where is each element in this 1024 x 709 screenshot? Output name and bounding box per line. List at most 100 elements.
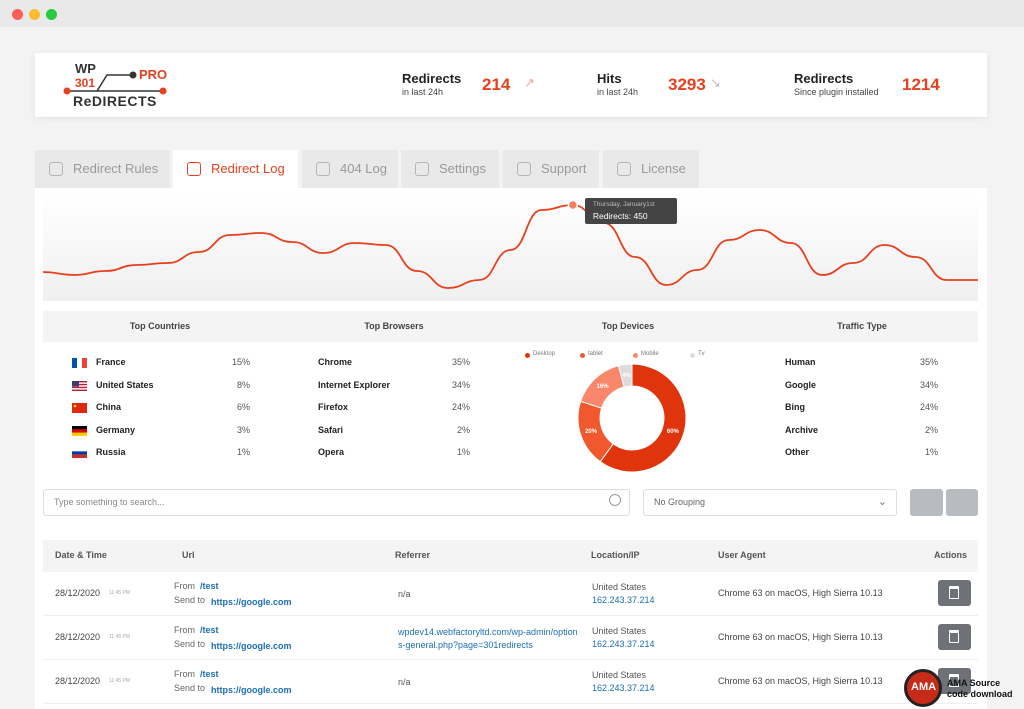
tab[interactable]: Redirect Rules: [35, 150, 170, 188]
close-dot[interactable]: [12, 9, 23, 20]
minimize-dot[interactable]: [29, 9, 40, 20]
stat-sub: in last 24h: [597, 87, 639, 97]
delete-button[interactable]: [938, 668, 971, 694]
stat-label: Redirects: [794, 71, 854, 86]
stats-header: [43, 311, 978, 342]
column-header: Location/IP: [591, 550, 640, 560]
flag-stripe: [72, 428, 87, 433]
location: United States: [592, 626, 647, 636]
flag: [72, 448, 87, 458]
stat-pct: 24%: [919, 402, 938, 412]
from-label: From: [174, 669, 195, 679]
column-header: User Agent: [718, 550, 766, 560]
to-link[interactable]: https://google.com: [211, 597, 292, 607]
stat-pct: 8%: [236, 379, 250, 390]
logo-dot: [159, 87, 167, 95]
to-label: Send to: [174, 595, 206, 605]
chart-button[interactable]: [910, 489, 943, 516]
ip[interactable]: 162.243.37.214: [592, 683, 655, 693]
watermark-logo-text: AMA: [911, 681, 937, 693]
flag-canton: [72, 380, 79, 386]
row-separator: [43, 615, 978, 616]
tab[interactable]: License: [603, 150, 699, 188]
stat-pct: 1%: [924, 447, 938, 457]
search-input[interactable]: Type something to search...: [43, 489, 630, 516]
flag-stripe: [72, 358, 77, 368]
stat-pct: 6%: [236, 402, 250, 412]
tab[interactable]: Redirect Log: [173, 150, 298, 188]
to-link[interactable]: https://google.com: [211, 685, 292, 695]
delete-button[interactable]: [938, 580, 971, 606]
slice-label: 60%: [667, 429, 680, 435]
column-header: Referrer: [395, 550, 431, 560]
stat-pct: 24%: [451, 402, 470, 412]
pie-button[interactable]: [946, 489, 978, 516]
tab[interactable]: Support: [503, 150, 599, 188]
stat-name: Internet Explorer: [318, 379, 391, 390]
stat-name: United States: [96, 379, 154, 390]
ip[interactable]: 162.243.37.214: [592, 595, 655, 605]
row-separator: [43, 659, 978, 660]
chevron: ⌄: [877, 496, 887, 508]
from-label: From: [174, 625, 195, 635]
flag: [72, 358, 87, 368]
flag-stripe: [72, 403, 77, 413]
to-label: Send to: [174, 639, 206, 649]
referrer[interactable]: wpdev14.webfactoryltd.com/wp-admin/optio…: [398, 627, 578, 650]
logo-301: 301: [75, 76, 96, 90]
stat-value: 3293: [668, 75, 706, 94]
panel-title: Traffic Type: [837, 321, 887, 331]
stat-name: Firefox: [318, 402, 349, 412]
referrer: n/a: [398, 589, 411, 599]
flag-stripe: [82, 358, 87, 368]
column-header: Url: [182, 550, 195, 560]
from-link[interactable]: /test: [200, 669, 219, 679]
stat-name: Archive: [785, 424, 819, 435]
flag: [72, 425, 87, 436]
time: 11:45 PM: [109, 678, 131, 684]
trash-icon: [949, 630, 959, 643]
stat-name: Other: [785, 447, 810, 457]
tab[interactable]: 404 Log: [302, 150, 398, 188]
stat-pct: 3%: [236, 424, 250, 435]
from-link[interactable]: /test: [200, 625, 219, 635]
logo-dot: [63, 87, 71, 95]
trend-arrow: ↗: [524, 75, 535, 90]
flag-stripe: [77, 358, 82, 368]
slice-label: 16%: [597, 384, 610, 390]
watermark-logo: AMA: [904, 669, 942, 707]
stat-pct: 35%: [919, 357, 938, 367]
tab-icon: [517, 162, 531, 176]
legend-dot: [525, 353, 530, 358]
panel-title: Top Devices: [601, 321, 655, 331]
time: 11:45 PM: [109, 590, 131, 596]
location: United States: [592, 582, 647, 592]
flag-stripe: [72, 384, 87, 387]
tab-icon: [49, 162, 63, 176]
ip[interactable]: 162.243.37.214: [592, 639, 655, 649]
watermark: AMA AMA Source code download: [904, 668, 1024, 709]
row-separator: [43, 703, 978, 704]
slice-label: 20%: [585, 429, 598, 435]
flag-stripe: [82, 403, 87, 413]
zoom-dot[interactable]: [46, 9, 57, 20]
tab[interactable]: Settings: [401, 150, 499, 188]
stat-pct: 2%: [924, 424, 938, 435]
stat-pct: 15%: [231, 357, 250, 367]
from-link[interactable]: /test: [200, 581, 219, 591]
to-link[interactable]: https://google.com: [211, 641, 292, 651]
logo-wp: WP: [75, 61, 96, 76]
chart-bg: [43, 193, 978, 301]
stat-sub: Since plugin installed: [794, 87, 879, 97]
tab-icon: [617, 162, 631, 176]
stat-pct: 34%: [919, 379, 938, 390]
delete-button[interactable]: [938, 624, 971, 650]
legend-label: Desktop: [533, 351, 556, 357]
stat-label: Hits: [597, 71, 622, 86]
flag-stripe: [72, 381, 87, 384]
grouping-select[interactable]: No Grouping ⌄: [643, 489, 897, 516]
grouping-value: No Grouping: [654, 497, 706, 507]
stat-name: Google: [785, 379, 816, 390]
stat-pct: 2%: [456, 424, 470, 435]
